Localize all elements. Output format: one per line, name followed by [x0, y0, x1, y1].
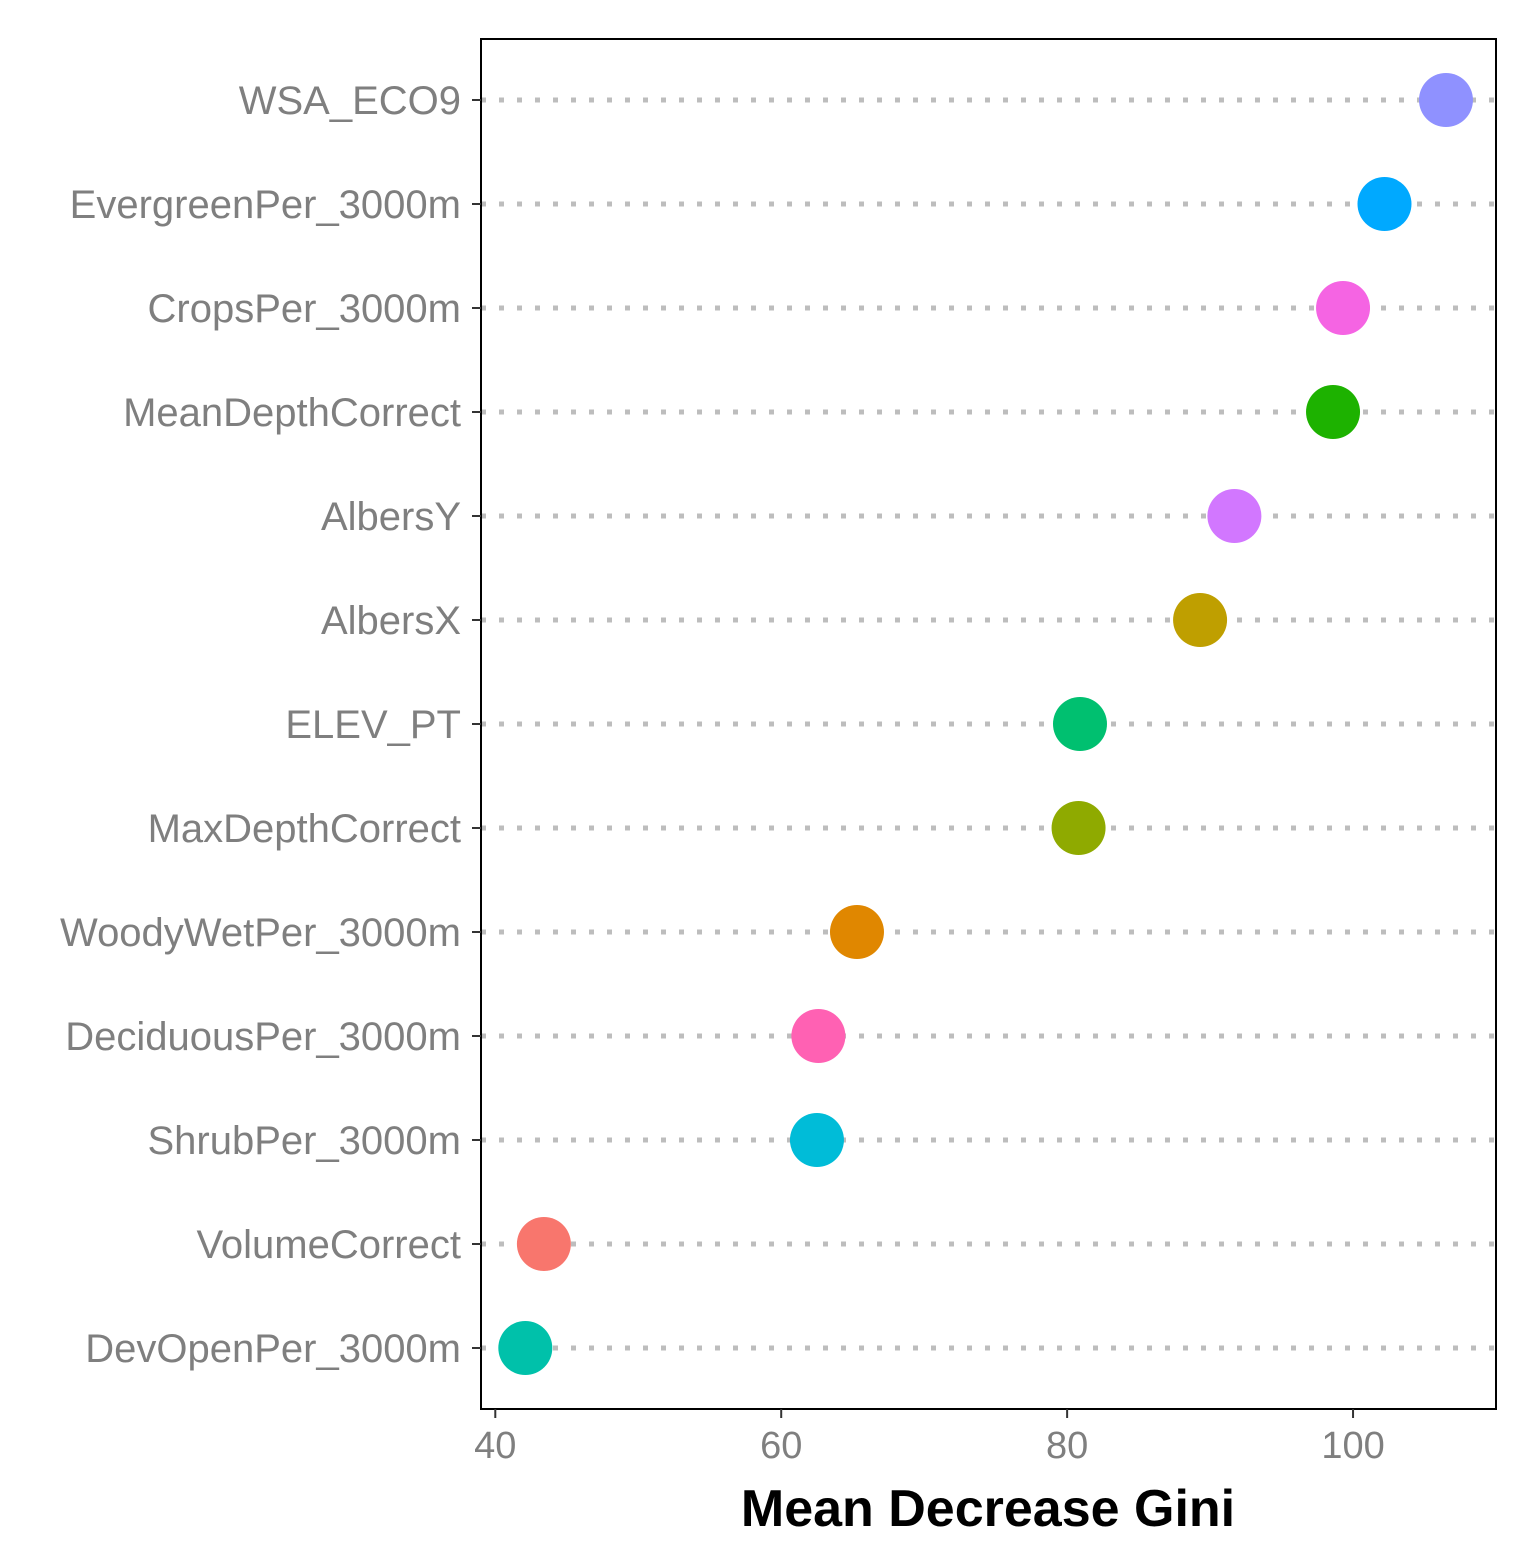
y-tick-label-4: AlbersY: [321, 495, 461, 539]
y-tick-label-11: VolumeCorrect: [196, 1223, 461, 1267]
y-tick-label-3: MeanDepthCorrect: [123, 391, 461, 435]
data-point-4: [1207, 489, 1262, 543]
x-tick-label-2: 80: [1046, 1425, 1088, 1467]
data-point-11: [516, 1217, 571, 1271]
data-point-5: [1173, 593, 1228, 647]
y-tick-label-5: AlbersX: [321, 599, 461, 643]
x-tick-label-0: 40: [474, 1425, 516, 1467]
y-tick-label-2: CropsPer_3000m: [148, 287, 462, 331]
y-tick-label-1: EvergreenPer_3000m: [70, 183, 461, 227]
data-point-0: [1418, 73, 1473, 127]
data-point-9: [791, 1009, 846, 1063]
data-point-2: [1316, 281, 1371, 335]
y-axis: WSA_ECO9 EvergreenPer_3000m CropsPer_3000m…: [60, 79, 481, 1371]
points-layer: [498, 73, 1473, 1375]
data-point-1: [1357, 177, 1412, 231]
x-tick-label-1: 60: [760, 1425, 802, 1467]
y-tick-label-8: WoodyWetPer_3000m: [60, 911, 461, 955]
data-point-8: [829, 905, 884, 959]
y-tick-label-10: ShrubPer_3000m: [147, 1119, 461, 1163]
data-point-6: [1052, 697, 1107, 751]
y-tick-label-6: ELEV_PT: [285, 703, 461, 747]
y-tick-label-12: DevOpenPer_3000m: [85, 1327, 461, 1371]
guide-lines-layer: [481, 97, 1496, 1351]
data-point-10: [789, 1113, 844, 1167]
data-point-7: [1051, 801, 1106, 855]
data-point-3: [1306, 385, 1361, 439]
x-axis-title: Mean Decrease Gini: [741, 1480, 1235, 1536]
y-tick-label-7: MaxDepthCorrect: [148, 807, 461, 851]
y-tick-label-9: DeciduousPer_3000m: [65, 1015, 461, 1059]
x-axis: 40 60 80 100: [474, 1409, 1385, 1467]
data-point-12: [498, 1321, 553, 1375]
x-tick-label-3: 100: [1321, 1425, 1384, 1467]
y-tick-label-0: WSA_ECO9: [239, 79, 461, 123]
